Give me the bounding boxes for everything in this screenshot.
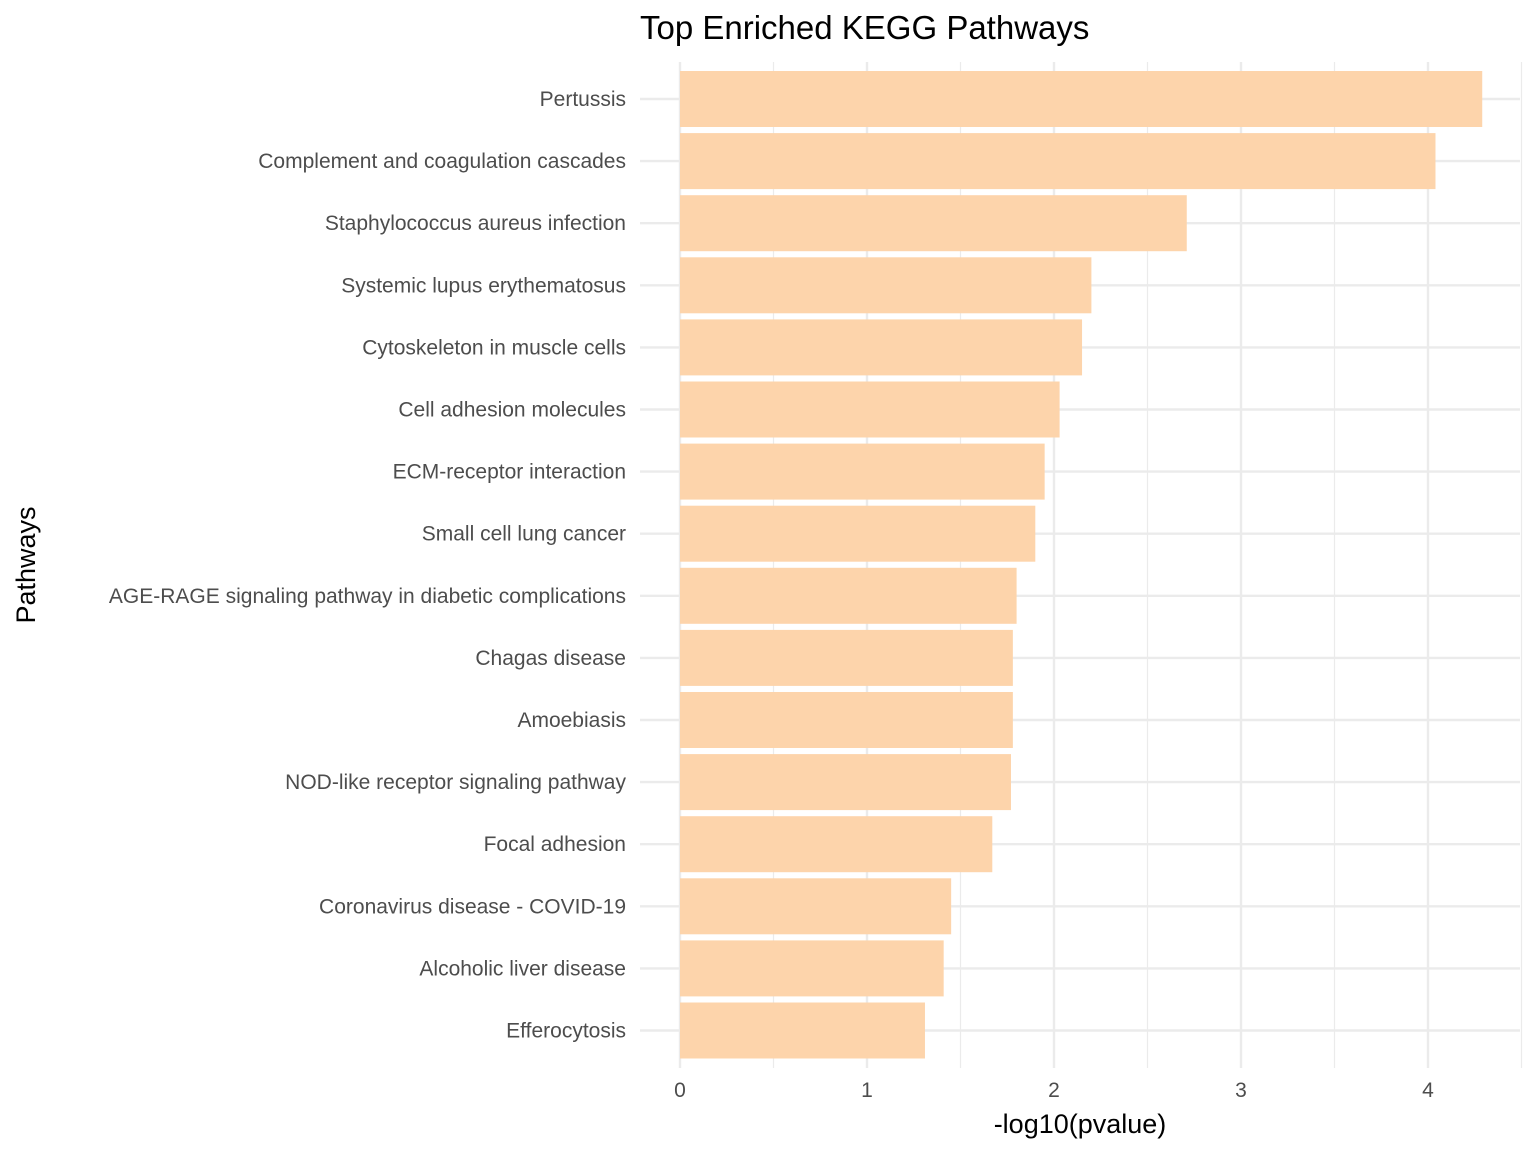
x-axis-tick-labels: 0 1 2 3 4 xyxy=(674,1079,1434,1102)
y-tick-label: Chagas disease xyxy=(475,647,626,670)
y-tick-label: AGE-RAGE signaling pathway in diabetic c… xyxy=(109,585,626,608)
bar xyxy=(680,940,944,997)
y-tick-label: Pertussis xyxy=(540,88,626,111)
bar xyxy=(680,505,1036,562)
y-axis-tick-labels: Pertussis Complement and coagulation casc… xyxy=(109,88,627,1043)
y-axis-title: Pathways xyxy=(11,506,41,623)
x-tick-label: 0 xyxy=(674,1079,686,1102)
bar xyxy=(680,319,1083,376)
y-tick-label: Complement and coagulation cascades xyxy=(258,150,626,173)
bar xyxy=(680,381,1060,438)
x-axis-title: -log10(pvalue) xyxy=(994,1109,1167,1139)
y-tick-label: Staphylococcus aureus infection xyxy=(325,212,626,235)
chart-title: Top Enriched KEGG Pathways xyxy=(640,9,1089,46)
y-tick-label: Small cell lung cancer xyxy=(422,523,626,546)
y-tick-label: Coronavirus disease - COVID-19 xyxy=(319,895,626,918)
x-tick-label: 4 xyxy=(1422,1079,1434,1102)
bar xyxy=(680,567,1017,624)
y-tick-label: NOD-like receptor signaling pathway xyxy=(285,771,626,794)
bar xyxy=(680,195,1187,252)
y-tick-label: ECM-receptor interaction xyxy=(393,461,626,484)
bar xyxy=(680,257,1092,314)
bar xyxy=(680,692,1013,748)
y-tick-label: Efferocytosis xyxy=(506,1020,626,1043)
y-tick-label: Alcoholic liver disease xyxy=(419,957,626,980)
x-tick-label: 1 xyxy=(861,1079,873,1102)
x-tick-label: 2 xyxy=(1048,1079,1060,1102)
bar xyxy=(680,878,952,935)
bar xyxy=(680,71,1483,127)
y-tick-label: Amoebiasis xyxy=(517,709,626,732)
bar xyxy=(680,133,1436,190)
y-tick-label: Cytoskeleton in muscle cells xyxy=(362,336,626,359)
y-tick-label: Cell adhesion molecules xyxy=(398,399,626,422)
bars xyxy=(680,71,1483,1059)
bar xyxy=(680,629,1013,686)
y-tick-label: Systemic lupus erythematosus xyxy=(341,274,626,297)
bar xyxy=(680,754,1011,811)
bar xyxy=(680,1002,925,1059)
x-tick-label: 3 xyxy=(1235,1079,1247,1102)
bar xyxy=(680,443,1045,500)
y-tick-label: Focal adhesion xyxy=(484,833,626,856)
bar xyxy=(680,816,993,873)
